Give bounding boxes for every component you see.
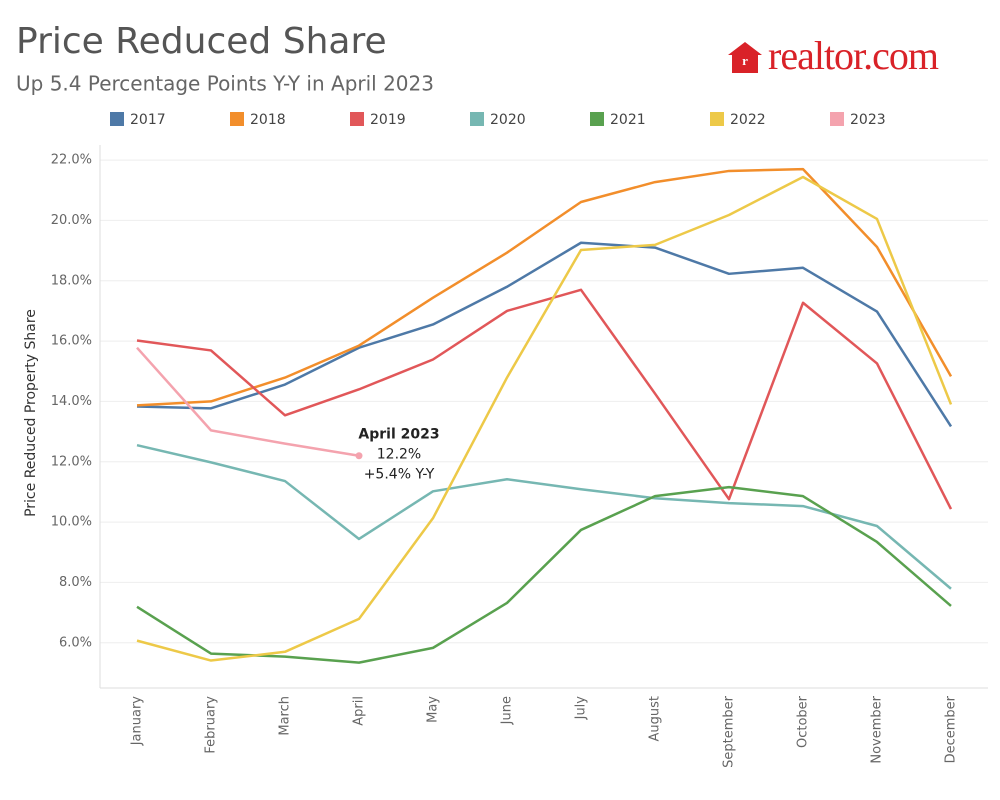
x-tick-label: March: [278, 696, 293, 736]
legend-label: 2023: [850, 112, 886, 128]
series-line: [136, 288, 953, 510]
logo-icon-letter: r: [742, 53, 748, 68]
legend-swatch: [710, 112, 724, 126]
legend-label: 2020: [490, 112, 526, 128]
x-tick-label: May: [426, 696, 441, 723]
series-line: [136, 346, 360, 457]
chart-subtitle: Up 5.4 Percentage Points Y-Y in April 20…: [16, 72, 434, 96]
series-line: [136, 175, 953, 662]
x-tick-label: February: [204, 696, 219, 754]
y-tick-label: 20.0%: [51, 213, 92, 228]
series-line: [136, 167, 953, 407]
legend-label: 2021: [610, 112, 646, 128]
x-tick-label: October: [796, 695, 811, 748]
x-tick-label: April: [352, 696, 367, 726]
legend-swatch: [470, 112, 484, 126]
x-tick-label: September: [722, 695, 737, 768]
annotation-title: April 2023: [358, 427, 439, 443]
y-tick-label: 10.0%: [51, 515, 92, 530]
y-tick-label: 22.0%: [51, 153, 92, 168]
x-tick-label: June: [500, 696, 515, 725]
legend-label: 2022: [730, 112, 766, 128]
x-tick-label: December: [944, 695, 959, 763]
x-tick-label: July: [574, 696, 589, 721]
logo: r realtor.com: [728, 33, 940, 78]
logo-icon: [728, 42, 762, 73]
series-line: [136, 485, 952, 664]
legend-label: 2017: [130, 112, 166, 128]
legend-label: 2019: [370, 112, 406, 128]
series-line: [136, 241, 953, 428]
y-tick-label: 14.0%: [51, 394, 92, 409]
legend-swatch: [230, 112, 244, 126]
x-tick-label: January: [130, 696, 145, 747]
annotation-point: [355, 452, 363, 460]
x-tick-label: August: [648, 696, 663, 742]
legend-swatch: [110, 112, 124, 126]
x-tick-label: November: [870, 695, 885, 763]
y-tick-label: 18.0%: [51, 273, 92, 288]
series-line: [136, 443, 952, 590]
annotation-change: +5.4% Y-Y: [364, 467, 435, 483]
logo-text: realtor.com: [768, 33, 939, 78]
y-tick-label: 12.0%: [51, 454, 92, 469]
y-tick-label: 8.0%: [59, 575, 92, 590]
y-tick-label: 6.0%: [59, 635, 92, 650]
chart-title: Price Reduced Share: [16, 21, 387, 62]
legend-label: 2018: [250, 112, 286, 128]
legend-swatch: [830, 112, 844, 126]
annotation-value: 12.2%: [377, 447, 421, 463]
legend-swatch: [590, 112, 604, 126]
y-tick-label: 16.0%: [51, 334, 92, 349]
legend-swatch: [350, 112, 364, 126]
y-axis-label: Price Reduced Property Share: [23, 309, 39, 517]
